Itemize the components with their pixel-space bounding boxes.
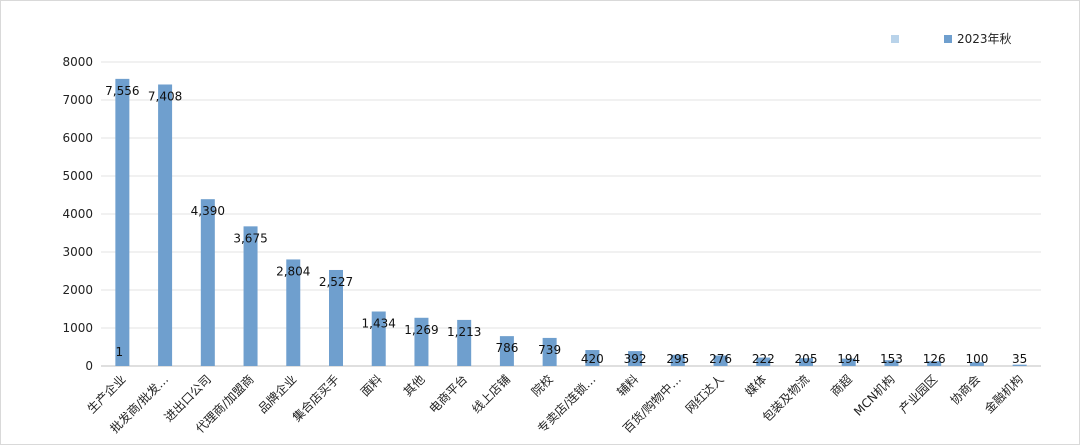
x-tick-label: 线上店铺 xyxy=(469,372,513,416)
bar xyxy=(542,337,557,366)
bar xyxy=(329,269,343,366)
x-tick-label: 品牌企业 xyxy=(255,372,300,417)
data-label: 1,269 xyxy=(404,323,438,337)
bar xyxy=(585,350,600,366)
legend: 2023年秋 xyxy=(891,32,1012,46)
data-label: 420 xyxy=(581,352,604,366)
gridlines xyxy=(101,61,1041,367)
y-tick-label: 6000 xyxy=(62,131,93,145)
data-label: 100 xyxy=(965,352,988,366)
data-label: 295 xyxy=(666,352,689,366)
x-tick-label: 网红达人 xyxy=(682,372,727,417)
x-tick-label: 院校 xyxy=(528,372,556,400)
data-label: 786 xyxy=(495,341,518,355)
x-tick-label: 商超 xyxy=(827,372,855,400)
y-tick-label: 8000 xyxy=(62,55,93,69)
bar xyxy=(371,311,386,366)
data-label: 7,408 xyxy=(148,89,182,103)
y-tick-label: 1000 xyxy=(62,321,93,335)
data-label: 2,804 xyxy=(276,264,310,278)
data-label: 739 xyxy=(538,343,561,357)
bar xyxy=(243,226,258,366)
data-label: 35 xyxy=(1012,352,1027,366)
data-label: 205 xyxy=(795,352,818,366)
x-tick-label: 包装及物流 xyxy=(760,372,812,424)
extra-data-label: 1 xyxy=(116,345,124,359)
y-tick-label: 7000 xyxy=(62,93,93,107)
data-label: 7,556 xyxy=(105,84,139,98)
legend-label: 2023年秋 xyxy=(957,32,1012,46)
x-tick-label: 面料 xyxy=(358,372,385,399)
bar xyxy=(927,361,942,366)
bar xyxy=(286,259,301,366)
bar xyxy=(969,362,984,366)
y-axis: 0 1000 2000 3000 4000 5000 6000 7000 8000 xyxy=(62,55,93,373)
x-tick-label: 生产企业 xyxy=(84,372,129,417)
data-label: 4,390 xyxy=(191,204,225,218)
bar xyxy=(457,319,472,366)
x-tick-label: 集合店买手 xyxy=(289,372,342,425)
x-tick-label: MCN机构 xyxy=(850,372,897,419)
data-label: 392 xyxy=(624,352,647,366)
bar xyxy=(158,84,173,366)
data-label: 3,675 xyxy=(233,231,267,245)
data-label: 1,213 xyxy=(447,325,481,339)
bars: 7,556 7,408 4,390 3,675 2,804 2,527 1,434 1,269… xyxy=(105,78,1027,366)
y-tick-label: 3000 xyxy=(62,245,93,259)
data-label: 222 xyxy=(752,352,775,366)
bar xyxy=(414,317,429,366)
x-tick-label: 电商平台 xyxy=(426,372,471,417)
data-label: 194 xyxy=(837,352,860,366)
x-tick-label: 金融机构 xyxy=(981,372,1026,417)
x-tick-label: 媒体 xyxy=(743,372,770,399)
data-label: 2,527 xyxy=(319,275,353,289)
bar xyxy=(670,354,685,366)
x-tick-label: 其他 xyxy=(401,372,428,399)
bar xyxy=(756,357,771,366)
y-tick-label: 2000 xyxy=(62,283,93,297)
data-label: 126 xyxy=(923,352,946,366)
bar xyxy=(115,78,130,366)
x-tick-label: 辅料 xyxy=(614,372,641,399)
bar xyxy=(841,358,856,366)
y-tick-label: 4000 xyxy=(62,207,93,221)
data-label: 276 xyxy=(709,352,732,366)
bar xyxy=(200,199,215,366)
bar xyxy=(628,351,643,366)
x-tick-label: 协商会 xyxy=(947,372,983,408)
legend-swatch xyxy=(891,35,899,43)
x-tick-label: 产业园区 xyxy=(896,372,940,416)
bar xyxy=(799,358,813,366)
y-tick-label: 0 xyxy=(85,359,93,373)
data-label: 1,434 xyxy=(362,317,396,331)
bar xyxy=(884,360,899,366)
bar xyxy=(1012,364,1027,366)
legend-swatch xyxy=(944,35,952,43)
data-label: 153 xyxy=(880,352,903,366)
bar xyxy=(499,336,514,366)
y-tick-label: 5000 xyxy=(62,169,93,183)
bar xyxy=(713,355,728,366)
